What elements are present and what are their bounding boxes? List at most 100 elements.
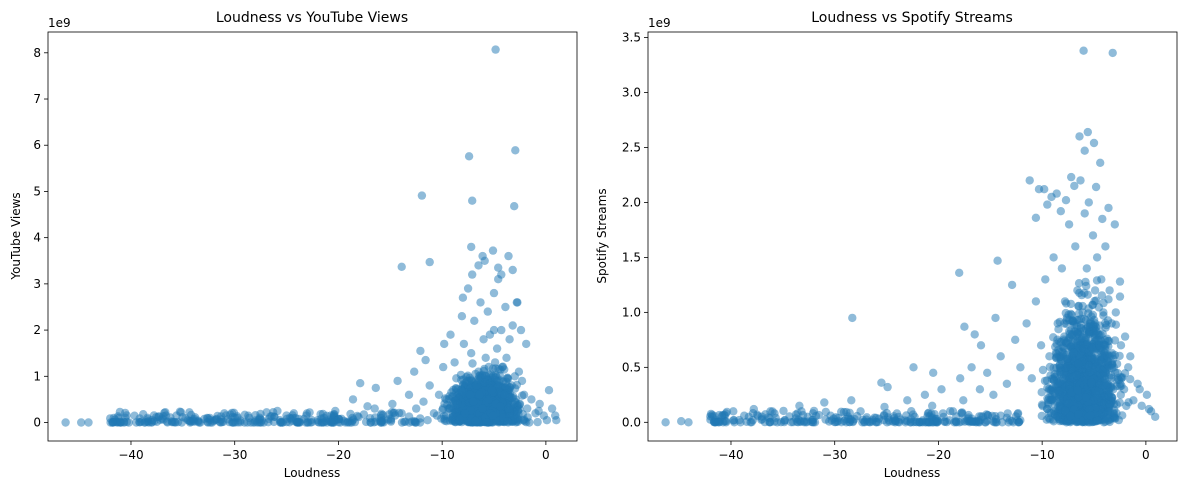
scatter-point (262, 408, 271, 417)
x-axis-ticks: −40 −30 −20 −10 0 (718, 441, 1150, 462)
scatter-point (492, 344, 502, 353)
scatter-point (1031, 297, 1041, 306)
scatter-point (468, 270, 477, 279)
scatter-point (1074, 392, 1084, 401)
scatter-point (983, 368, 992, 377)
x-tick-label: 0 (1142, 448, 1150, 462)
scatter-point (371, 383, 380, 393)
scatter-point (1071, 242, 1080, 251)
scatter-point (1083, 290, 1092, 299)
scatter-point (464, 152, 474, 161)
scatter-point (386, 416, 396, 425)
scatter-point (1087, 378, 1096, 387)
scatter-point (434, 390, 444, 399)
scatter-point (481, 372, 490, 381)
scatter-point (1085, 367, 1095, 377)
scatter-point (1042, 404, 1052, 414)
scatter-point (432, 411, 442, 420)
scatter-point (1072, 371, 1081, 380)
scatter-point (877, 378, 886, 387)
scatter-point (504, 251, 513, 261)
y-axis-label: Spotify Streams (595, 188, 609, 283)
scatter-point (163, 417, 172, 426)
x-tick-label: −20 (926, 448, 951, 462)
y-axis-ticks: 0.0 0.5 1.0 1.5 2.0 2.5 3.0 3.5 (622, 30, 648, 429)
scatter-point (1122, 401, 1131, 411)
scatter-point (544, 386, 554, 395)
scatter-point (161, 408, 170, 417)
scatter-point (1078, 308, 1087, 317)
scatter-point (302, 411, 311, 420)
scatter-point (407, 417, 417, 426)
scatter-point (1102, 413, 1111, 423)
y-offset-label: 1e9 (648, 16, 671, 30)
scatter-point (960, 322, 969, 331)
scatter-point (533, 417, 542, 427)
scatter-point (289, 409, 298, 418)
scatter-point (457, 312, 467, 321)
scatter-point (444, 404, 453, 413)
scatter-point (803, 412, 812, 421)
scatter-point (1126, 352, 1135, 361)
scatter-point (450, 358, 459, 367)
scatter-point (501, 302, 510, 312)
scatter-point (970, 330, 979, 339)
scatter-point (348, 395, 358, 404)
scatter-point (448, 412, 457, 422)
scatter-point (967, 363, 976, 372)
scatter-point (276, 418, 285, 427)
scatter-point (880, 402, 889, 412)
scatter-point (467, 349, 476, 358)
scatter-point (1049, 253, 1058, 262)
scatter-point (1091, 296, 1101, 305)
scatter-point (1115, 351, 1124, 361)
scatter-point (442, 395, 451, 404)
scatter-point (463, 284, 473, 293)
scatter-point (975, 385, 985, 394)
scatter-point (937, 385, 946, 394)
scatter-point (856, 407, 865, 416)
scatter-point (440, 339, 449, 349)
scatter-point (453, 399, 462, 409)
scatter-point (766, 407, 775, 416)
scatter-point (425, 257, 434, 267)
x-tick-label: −30 (222, 448, 247, 462)
scatter-point (1037, 411, 1047, 421)
scatter-point (1062, 319, 1071, 329)
scatter-point (1093, 416, 1102, 425)
scatter-point (967, 417, 976, 426)
scatter-point (1070, 181, 1079, 191)
scatter-point (397, 262, 406, 271)
scatter-point (872, 413, 881, 423)
scatter-point (1115, 292, 1125, 301)
scatter-point (791, 414, 800, 423)
scatter-point (1116, 341, 1126, 350)
scatter-point (466, 390, 475, 399)
scatter-point (1079, 46, 1088, 55)
scatter-point (156, 415, 165, 425)
scatter-point (1108, 48, 1117, 58)
scatter-point (498, 362, 507, 372)
scatter-point (489, 288, 499, 298)
scatter-point (1107, 319, 1116, 328)
scatter-point (810, 418, 820, 427)
scatter-point (1056, 207, 1066, 216)
scatter-point (482, 418, 491, 427)
scatter-point (1003, 409, 1012, 418)
scatter-point (1055, 360, 1065, 369)
scatter-point (1053, 412, 1062, 421)
scatter-point (879, 415, 888, 425)
scatter-point (421, 355, 430, 365)
scatter-point (489, 325, 499, 335)
scatter-point (1041, 275, 1050, 284)
scatter-point (483, 307, 492, 316)
scatter-point (1129, 396, 1138, 405)
scatter-point (1084, 361, 1093, 370)
scatter-point (1045, 362, 1055, 372)
scatter-point (721, 409, 730, 418)
scatter-point (773, 418, 782, 427)
scatter-point (515, 399, 525, 409)
scatter-point (1080, 209, 1089, 218)
x-tick-label: −20 (326, 448, 351, 462)
scatter-point (1086, 319, 1096, 328)
